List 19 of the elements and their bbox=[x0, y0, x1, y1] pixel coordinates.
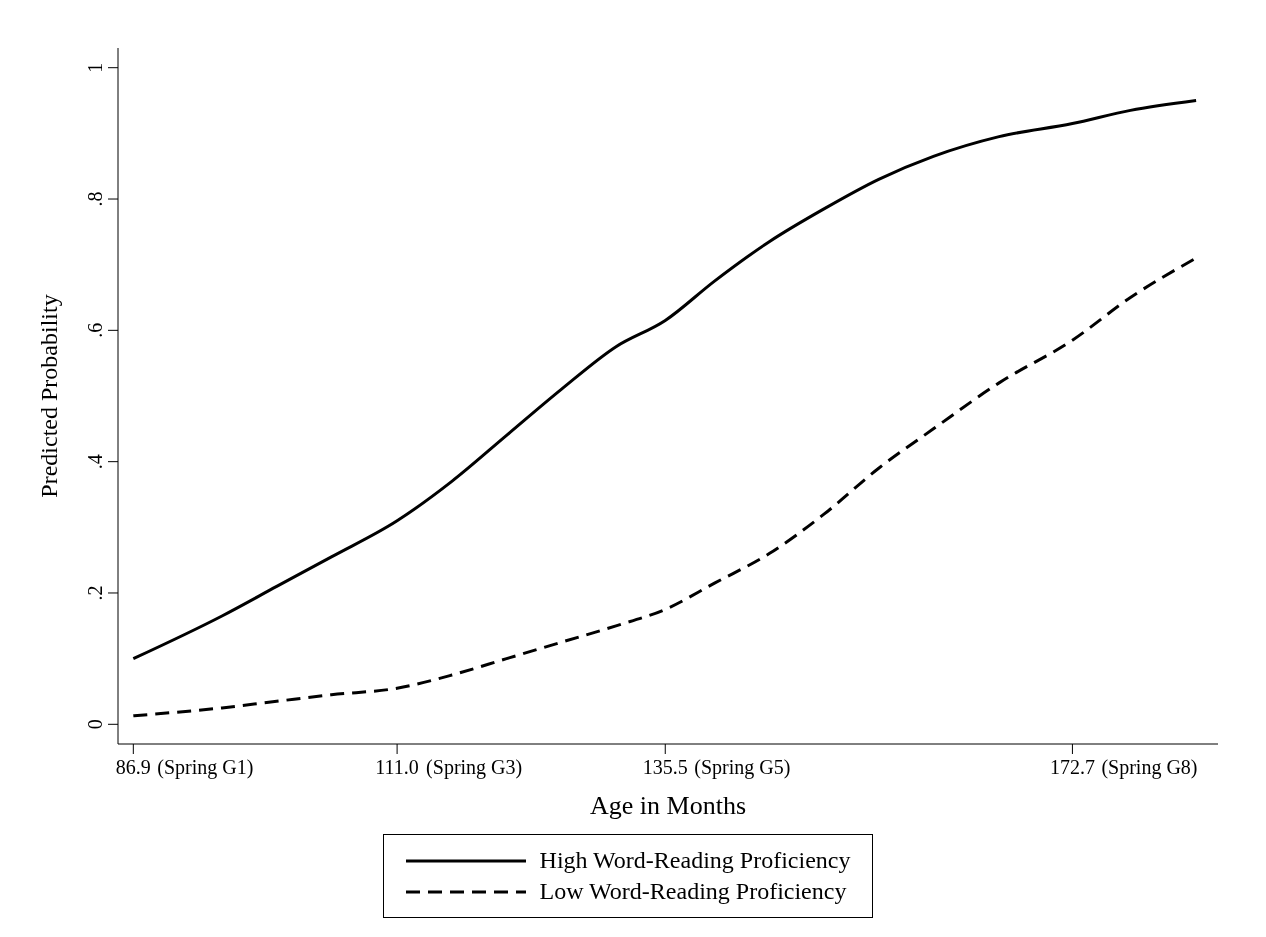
line-series bbox=[131, 99, 1198, 661]
text: (Spring G3) bbox=[426, 756, 523, 779]
y-axis-title: Predicted Probability bbox=[35, 294, 62, 498]
y-tick-label: .6 bbox=[84, 322, 106, 338]
x-tick-label: 111.0 bbox=[375, 756, 419, 778]
x-tick-label: 172.7 bbox=[1049, 756, 1095, 778]
legend-label: Low Word-Reading Proficiency bbox=[539, 878, 847, 905]
x-axis-title: Age in Months bbox=[590, 791, 746, 820]
legend-label: High Word-Reading Proficiency bbox=[539, 847, 851, 874]
x-tick-label: 86.9 bbox=[115, 756, 151, 778]
x-tick-label: 135.5 bbox=[642, 756, 688, 778]
y-tick-label: .2 bbox=[84, 585, 106, 601]
y-tick-label: 0 bbox=[84, 719, 106, 730]
y-tick-label: .4 bbox=[84, 454, 106, 470]
text: (Spring G1) bbox=[157, 756, 254, 779]
y-tick-label: 1 bbox=[84, 62, 106, 73]
text: (Spring G8) bbox=[1101, 756, 1198, 779]
y-tick-label: .8 bbox=[84, 191, 106, 207]
text: (Spring G5) bbox=[694, 756, 791, 779]
